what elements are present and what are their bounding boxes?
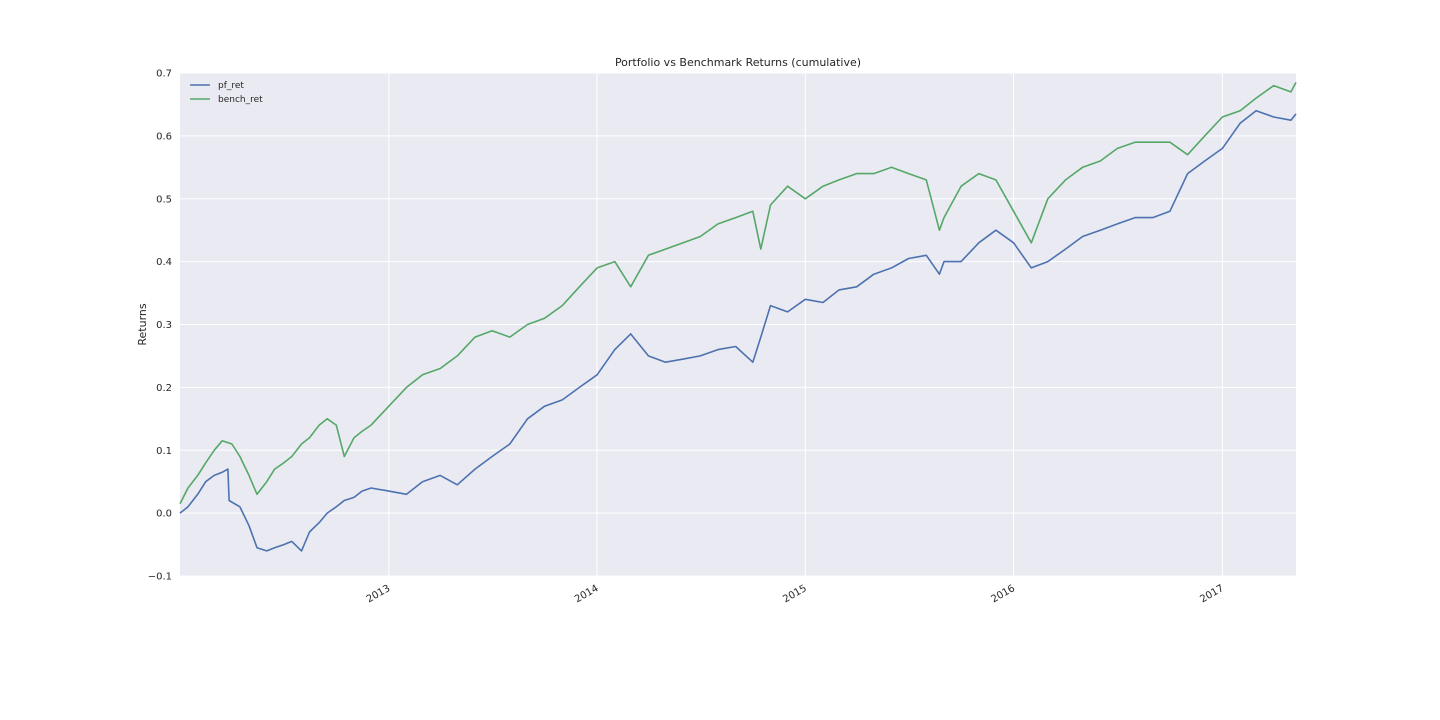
y-tick-label: 0.6 — [156, 131, 172, 142]
x-tick-label: 2017 — [1198, 583, 1226, 605]
legend-label-bench_ret: bench_ret — [218, 95, 263, 105]
x-tick-label: 2013 — [365, 583, 393, 605]
y-tick-label: 0.0 — [156, 509, 172, 520]
x-tick-label: 2015 — [781, 583, 809, 605]
y-tick-label: −0.1 — [148, 572, 172, 583]
series-line-pf_ret — [179, 109, 1297, 552]
x-tick-label: 2014 — [573, 583, 601, 605]
y-tick-label: 0.7 — [156, 69, 172, 80]
legend-label-pf_ret: pf_ret — [218, 81, 244, 91]
x-tick-label: 2016 — [990, 583, 1018, 605]
y-tick-label: 0.4 — [156, 257, 172, 268]
series-line-bench_ret — [179, 82, 1297, 505]
y-tick-label: 0.1 — [156, 446, 172, 457]
x-axis: 2013 2014 2015 2016 2017 — [365, 583, 1226, 605]
y-axis-label: Returns — [136, 303, 149, 346]
y-tick-label: 0.3 — [156, 320, 172, 331]
y-axis: −0.1 0.0 0.1 0.2 0.3 0.4 0.5 0.6 0.7 — [148, 69, 172, 583]
chart-title: Portfolio vs Benchmark Returns (cumulati… — [615, 56, 861, 69]
series-layer — [179, 82, 1297, 552]
y-tick-label: 0.2 — [156, 383, 172, 394]
legend: pf_ret bench_ret — [190, 81, 263, 105]
y-tick-label: 0.5 — [156, 194, 172, 205]
grid — [180, 72, 1296, 577]
